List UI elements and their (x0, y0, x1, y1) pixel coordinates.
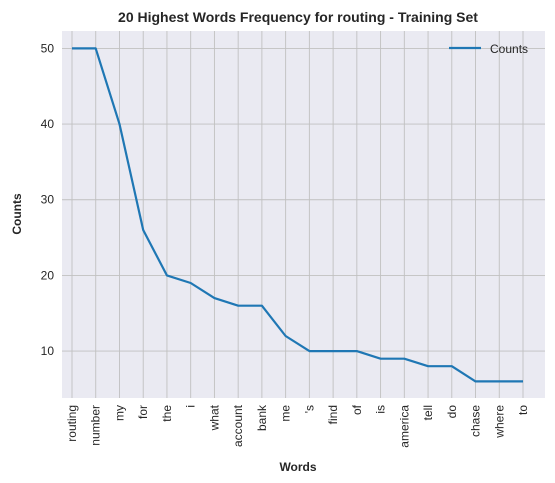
x-tick-label: the (160, 405, 174, 422)
x-axis-label: Words (279, 460, 316, 474)
y-axis-label: Counts (10, 193, 24, 235)
x-tick-label: number (89, 405, 103, 446)
y-tick-label: 40 (41, 117, 55, 131)
x-tick-label: where (492, 405, 506, 439)
x-tick-label: chase (469, 405, 483, 437)
x-tick-labels: routing number my for the i what account bank me '… (65, 404, 530, 448)
x-tick-label: routing (65, 405, 79, 442)
y-tick-label: 10 (41, 344, 55, 358)
x-tick-label: my (112, 405, 126, 421)
x-tick-label: me (279, 405, 293, 422)
x-tick-label: of (350, 404, 364, 415)
y-tick-labels: 10 20 30 40 50 (41, 41, 55, 358)
x-tick-label: 's (302, 405, 316, 413)
x-tick-label: to (516, 405, 530, 415)
y-tick-label: 30 (41, 193, 55, 207)
chart-title: 20 Highest Words Frequency for routing -… (118, 9, 478, 25)
series-line-counts (72, 47, 523, 383)
y-tick-label: 50 (41, 41, 55, 55)
data-points (71, 48, 524, 382)
x-tick-label: tell (421, 405, 435, 420)
plot-area (62, 31, 545, 398)
legend-label-counts: Counts (490, 42, 528, 56)
x-tick-label: for (136, 405, 150, 419)
x-tick-label: find (326, 405, 340, 424)
x-tick-label: america (397, 405, 411, 448)
x-tick-label: bank (255, 404, 269, 431)
x-tick-label: account (231, 404, 245, 447)
legend: Counts (449, 42, 528, 56)
x-tick-label: do (445, 405, 459, 419)
x-tick-label: what (207, 404, 221, 431)
y-tick-label: 20 (41, 268, 55, 282)
x-tick-label: i (184, 405, 198, 408)
x-gridlines (71, 31, 524, 398)
x-tick-label: is (374, 405, 388, 414)
